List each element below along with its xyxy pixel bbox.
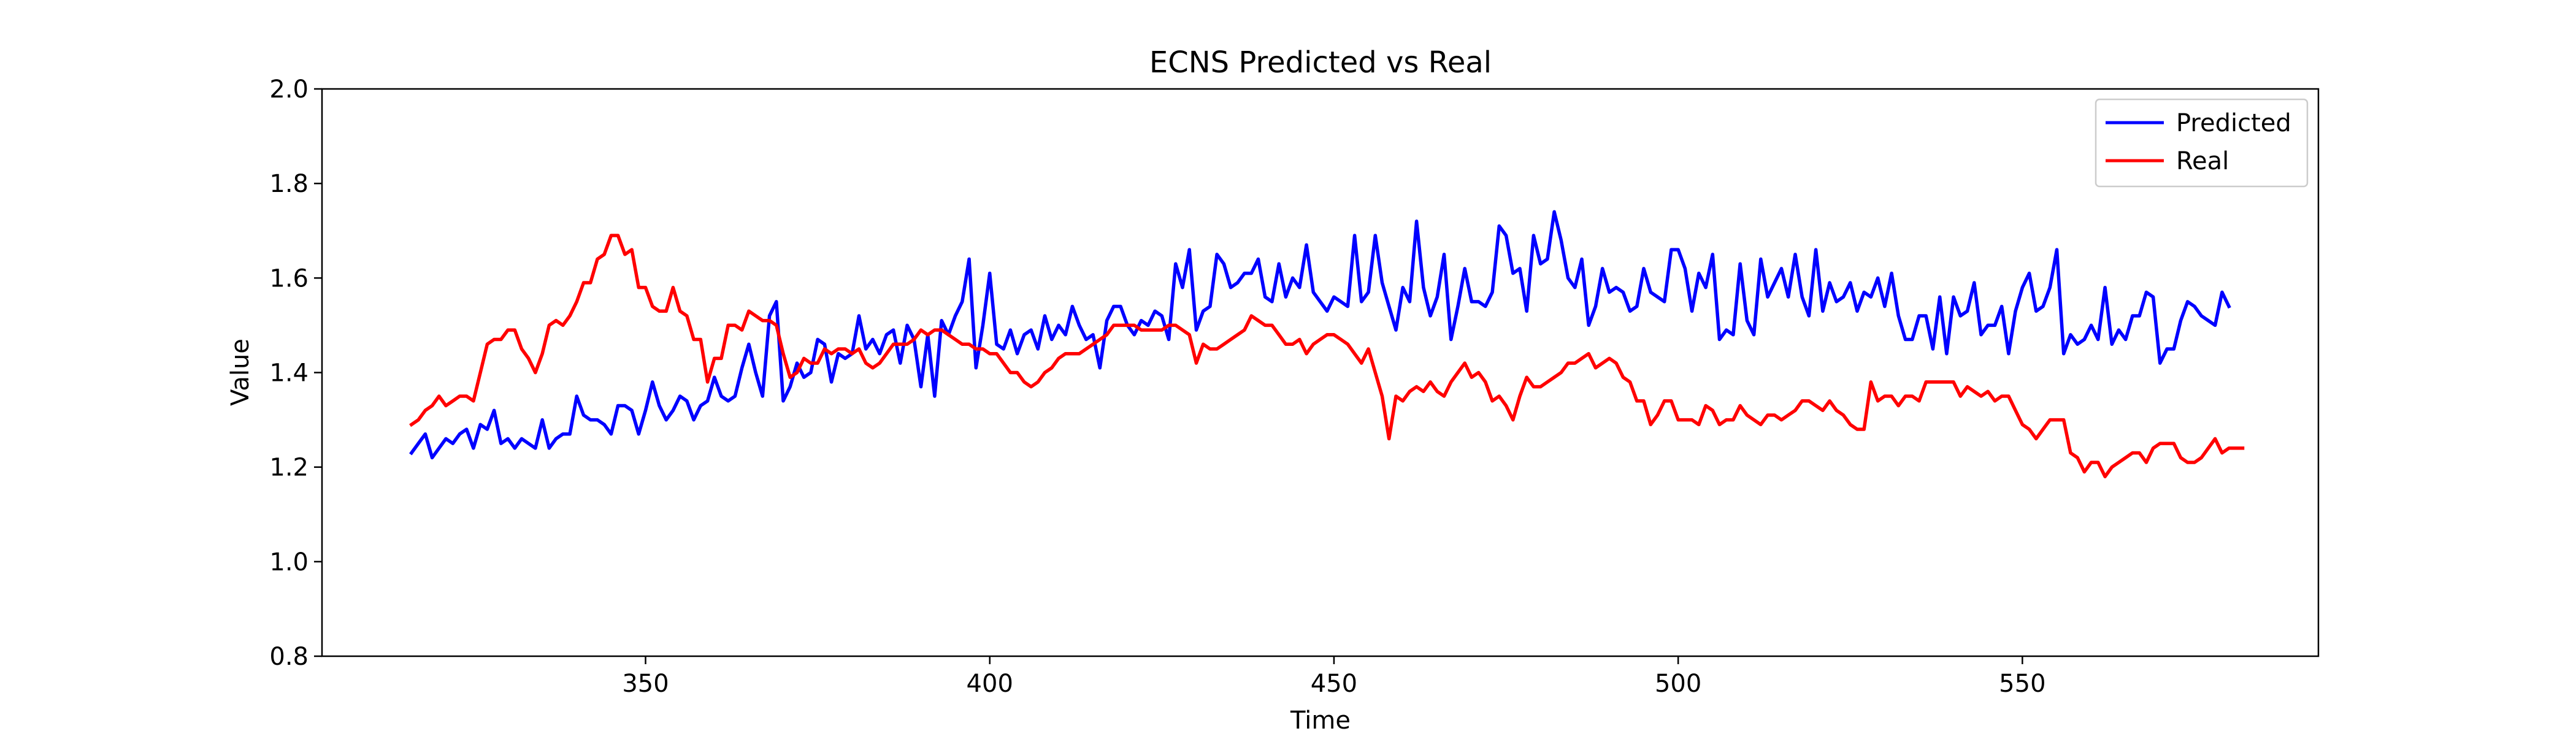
y-axis-ticks: 0.8 1.0 1.2 1.4 1.6 1.8 2.0 bbox=[269, 75, 322, 671]
y-tick-label-2-0: 2.0 bbox=[269, 75, 309, 104]
y-tick-label-1-4: 1.4 bbox=[269, 359, 309, 388]
series-line-real bbox=[409, 234, 2245, 478]
plot-area-frame bbox=[321, 88, 2320, 657]
y-tick-label-1-6: 1.6 bbox=[269, 264, 309, 293]
series-layer bbox=[409, 210, 2245, 478]
series-line-predicted bbox=[409, 210, 2231, 460]
y-tick-label-1-2: 1.2 bbox=[269, 454, 309, 482]
x-axis-ticks: 350 400 450 500 550 bbox=[622, 656, 2046, 698]
x-axis-label: Time bbox=[1290, 706, 1351, 735]
y-tick-label-1-8: 1.8 bbox=[269, 170, 309, 198]
y-axis-label: Value bbox=[226, 339, 255, 406]
legend-label-real: Real bbox=[2176, 147, 2229, 175]
x-tick-label-350: 350 bbox=[622, 670, 669, 698]
chart-title: ECNS Predicted vs Real bbox=[1149, 45, 1492, 80]
x-tick-label-500: 500 bbox=[1655, 670, 1701, 698]
x-tick-label-400: 400 bbox=[967, 670, 1013, 698]
x-tick-label-550: 550 bbox=[1999, 670, 2045, 698]
x-tick-label-450: 450 bbox=[1311, 670, 1357, 698]
y-tick-label-1-0: 1.0 bbox=[269, 548, 309, 576]
legend: Predicted Real bbox=[2095, 98, 2309, 188]
legend-label-predicted: Predicted bbox=[2176, 109, 2291, 137]
y-tick-label-0-8: 0.8 bbox=[269, 643, 309, 671]
